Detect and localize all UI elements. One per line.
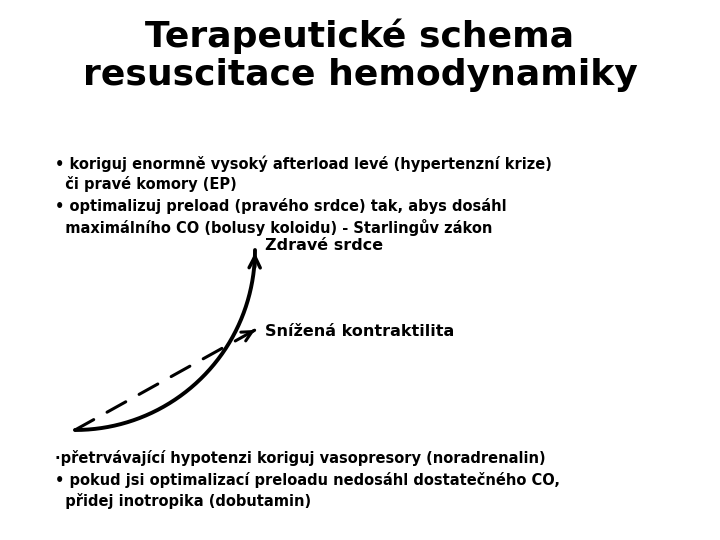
Text: Zdravé srdce: Zdravé srdce — [265, 238, 383, 253]
Text: • koriguj enormně vysoký afterload levé (hypertenzní krize)
  či pravé komory (E: • koriguj enormně vysoký afterload levé … — [55, 155, 552, 192]
Text: • pokud jsi optimalizací preloadu nedosáhl dostatečného CO,
  přidej inotropika : • pokud jsi optimalizací preloadu nedosá… — [55, 472, 560, 509]
Text: Snížená kontraktilita: Snížená kontraktilita — [265, 325, 454, 340]
Text: ·přetrvávající hypotenzi koriguj vasopresory (noradrenalin): ·přetrvávající hypotenzi koriguj vasopre… — [55, 450, 546, 466]
Text: • optimalizuj preload (pravého srdce) tak, abys dosáhl
  maximálního CO (bolusy : • optimalizuj preload (pravého srdce) ta… — [55, 198, 507, 236]
Text: Terapeutické schema
resuscitace hemodynamiky: Terapeutické schema resuscitace hemodyna… — [83, 18, 637, 92]
